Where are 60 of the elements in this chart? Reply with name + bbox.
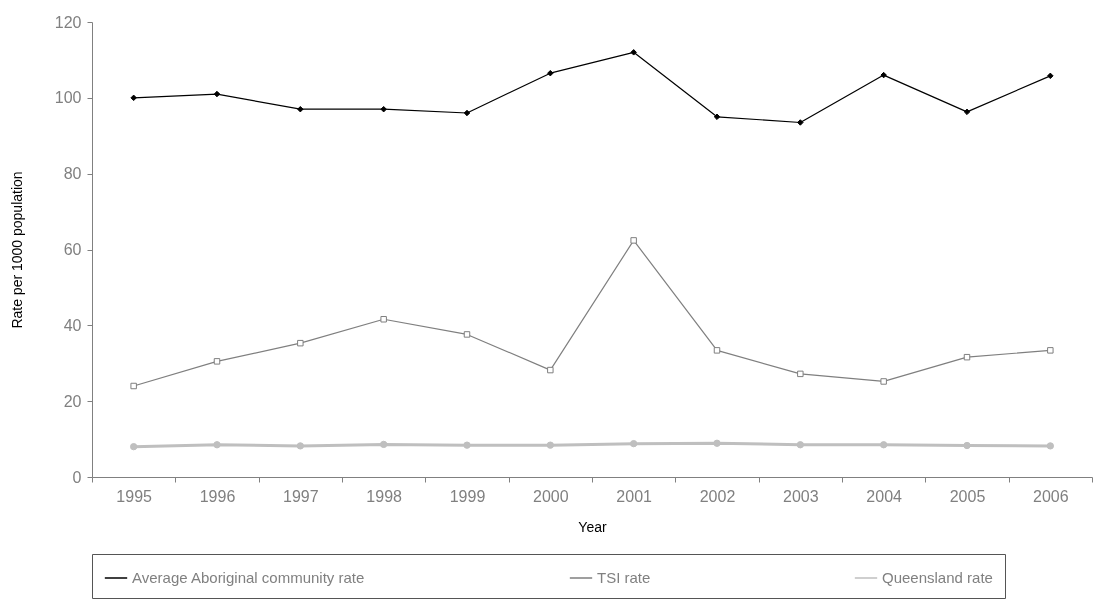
point <box>130 94 137 102</box>
point <box>130 443 138 451</box>
point <box>380 440 388 449</box>
x-tick-label: 1996 <box>199 487 236 505</box>
y-tick-label: 20 <box>63 392 82 410</box>
point <box>297 339 304 347</box>
x-tick-label: 2005 <box>949 487 986 505</box>
point <box>463 109 471 117</box>
y-tick-label: 100 <box>54 89 82 107</box>
point <box>630 237 637 244</box>
y-tick-label: 120 <box>54 13 82 31</box>
point <box>963 441 971 450</box>
x-tick-label: 1995 <box>116 487 153 505</box>
point <box>713 113 721 121</box>
point <box>630 49 637 56</box>
point <box>213 441 221 449</box>
point <box>130 382 137 390</box>
point <box>713 439 721 447</box>
point <box>1047 72 1054 80</box>
x-tick-label: 2006 <box>1033 487 1069 505</box>
x-tick-label: 1997 <box>283 487 319 505</box>
point <box>213 358 221 365</box>
point <box>797 370 804 378</box>
x-tick-label: 1999 <box>449 487 486 505</box>
point <box>463 441 471 449</box>
point <box>547 366 554 374</box>
x-tick-label: 2003 <box>783 487 819 505</box>
point <box>296 442 304 450</box>
legend-label: Queensland rate <box>882 569 993 586</box>
x-tick-label: 2004 <box>866 487 903 505</box>
point <box>546 441 554 449</box>
legend-label: TSI rate <box>597 569 651 586</box>
point <box>880 378 887 385</box>
point <box>547 69 554 77</box>
x-axis-title: Year <box>578 518 607 535</box>
point <box>797 119 804 126</box>
point <box>463 331 471 338</box>
point <box>297 105 304 113</box>
point <box>713 347 721 354</box>
point <box>1047 347 1054 354</box>
x-tick-label: 2001 <box>616 487 653 505</box>
x-tick-label: 2000 <box>533 487 569 505</box>
point <box>380 105 387 113</box>
legend-label: Average Aboriginal community rate <box>132 569 365 586</box>
x-tick-label: 1998 <box>366 487 403 505</box>
point <box>880 71 887 79</box>
point <box>213 90 221 98</box>
point <box>963 353 971 361</box>
point <box>1046 442 1054 450</box>
point <box>880 441 888 449</box>
y-tick-label: 80 <box>63 165 82 183</box>
x-tick-label: 2002 <box>699 487 736 505</box>
y-tick-label: 60 <box>63 241 82 258</box>
point <box>380 316 387 323</box>
point <box>796 441 804 449</box>
point <box>963 108 971 116</box>
y-axis-title: Rate per 1000 population <box>8 171 25 329</box>
y-tick-label: 0 <box>72 468 82 486</box>
point <box>630 439 638 448</box>
y-tick-label: 40 <box>63 316 82 334</box>
